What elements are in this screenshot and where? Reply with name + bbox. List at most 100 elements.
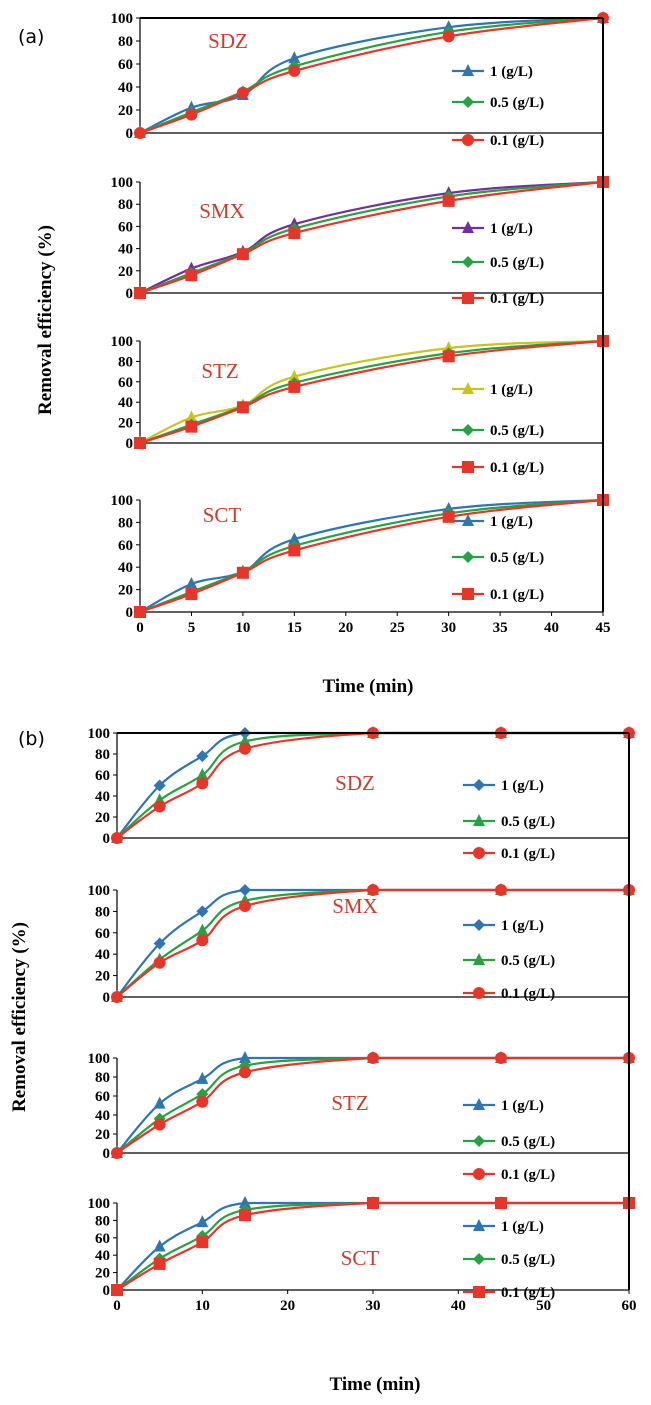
data-point: [196, 1236, 209, 1249]
y-tick-label: 0: [126, 286, 134, 302]
subplot-b-smx: 0 20 40 60 80 100 SMX 1 (g/L) 0.5 (g/L) 0.1 (g/L): [88, 883, 635, 1006]
series-0.1-gl: [134, 335, 609, 449]
y-tick-label: 60: [95, 1231, 110, 1247]
y-tick-label: 60: [118, 375, 133, 391]
series-0.5-gl: [134, 12, 609, 139]
y-tick-label: 40: [118, 560, 133, 576]
y-tick-label: 80: [118, 197, 133, 213]
x-tick-label: 60: [622, 1298, 637, 1314]
y-axis-label-a: Removal efficiency (%): [35, 225, 56, 415]
data-point: [185, 269, 198, 282]
y-tick-label: 40: [118, 242, 133, 258]
data-point: [134, 287, 146, 299]
data-point: [153, 937, 166, 950]
legend-swatch-marker: [473, 919, 485, 931]
y-tick-label: 80: [95, 1070, 110, 1086]
legend-label: 1 (g/L): [490, 382, 533, 398]
legend-swatch-marker: [462, 514, 474, 526]
data-point: [134, 606, 146, 618]
x-tick-label: 40: [451, 1298, 466, 1314]
legend-swatch-marker: [473, 953, 485, 965]
y-tick-label: 100: [88, 1051, 111, 1067]
subplot-title: SMX: [199, 199, 245, 223]
legend-label: 0.1 (g/L): [501, 846, 555, 862]
legend-label: 1 (g/L): [501, 918, 544, 934]
y-tick-label: 80: [95, 1213, 110, 1229]
series-1-gl: [111, 1051, 635, 1158]
legend-label: 0.1 (g/L): [490, 460, 544, 476]
data-point: [153, 1096, 166, 1109]
data-point: [196, 905, 209, 918]
legend-swatch-marker: [473, 847, 485, 859]
legend-entry: 0.5 (g/L): [463, 1134, 555, 1150]
x-tick-label: 20: [338, 620, 353, 636]
legend-label: 0.5 (g/L): [490, 95, 544, 111]
data-point: [153, 1257, 166, 1270]
data-point: [236, 86, 249, 99]
data-point: [196, 777, 209, 790]
data-point: [153, 956, 166, 969]
legend-label: 1 (g/L): [490, 221, 533, 237]
legend-label: 1 (g/L): [501, 778, 544, 794]
data-point: [288, 51, 301, 64]
x-tick-label: 45: [596, 620, 611, 636]
legend-entry: 0.1 (g/L): [463, 1167, 555, 1183]
data-point: [367, 1052, 379, 1064]
y-tick-label: 20: [95, 969, 110, 985]
y-tick-label: 60: [95, 926, 110, 942]
data-point: [495, 884, 507, 896]
data-point: [288, 64, 301, 77]
legend-entry: 1 (g/L): [452, 514, 533, 530]
y-tick-label: 60: [95, 768, 110, 784]
legend-entry: 0.1 (g/L): [452, 587, 544, 603]
legend-swatch-marker: [462, 96, 474, 108]
legend-entry: 1 (g/L): [463, 1219, 544, 1235]
y-tick-label: 100: [111, 175, 134, 191]
y-tick-label: 20: [95, 810, 110, 826]
data-point: [239, 1066, 251, 1079]
data-point: [111, 1284, 123, 1296]
series-0.1-gl: [111, 1197, 635, 1296]
x-tick-label: 10: [195, 1298, 210, 1314]
legend-swatch-marker: [462, 461, 474, 473]
x-tick-label: 30: [366, 1298, 381, 1314]
data-point: [288, 380, 301, 393]
data-point: [111, 1147, 123, 1159]
data-point: [442, 350, 455, 363]
data-point: [367, 1197, 379, 1209]
y-tick-label: 80: [95, 747, 110, 763]
legend-swatch-marker: [473, 1098, 485, 1110]
legend-label: 0.1 (g/L): [501, 1285, 555, 1301]
data-point: [236, 248, 249, 261]
legend-entry: 1 (g/L): [452, 221, 533, 237]
x-axis-label-b: Time (min): [330, 1374, 421, 1395]
y-tick-label: 40: [95, 789, 110, 805]
data-point: [153, 800, 166, 813]
data-point: [442, 194, 455, 207]
data-point: [239, 1209, 251, 1222]
data-point: [153, 1239, 166, 1252]
y-tick-label: 0: [126, 436, 134, 452]
legend-entry: 0.1 (g/L): [463, 846, 555, 862]
legend-swatch-marker: [462, 256, 474, 268]
data-point: [134, 127, 146, 139]
data-point: [111, 832, 123, 844]
legend-swatch-marker: [473, 987, 485, 999]
data-point: [442, 30, 455, 43]
y-tick-label: 80: [118, 34, 133, 50]
y-axis-label-b: Removal efficiency (%): [9, 922, 30, 1112]
legend-swatch-marker: [473, 1168, 485, 1180]
legend-swatch-marker: [473, 779, 485, 791]
legend-swatch-marker: [462, 292, 474, 304]
data-point: [196, 923, 209, 936]
y-tick-label: 100: [111, 493, 134, 509]
x-tick-label: 50: [536, 1298, 551, 1314]
legend-swatch-marker: [462, 588, 474, 600]
legend-entry: 0.5 (g/L): [463, 1252, 555, 1268]
y-tick-label: 60: [118, 57, 133, 73]
data-point: [153, 1118, 166, 1131]
legend-swatch-marker: [462, 551, 474, 563]
legend-label: 0.5 (g/L): [501, 1134, 555, 1150]
